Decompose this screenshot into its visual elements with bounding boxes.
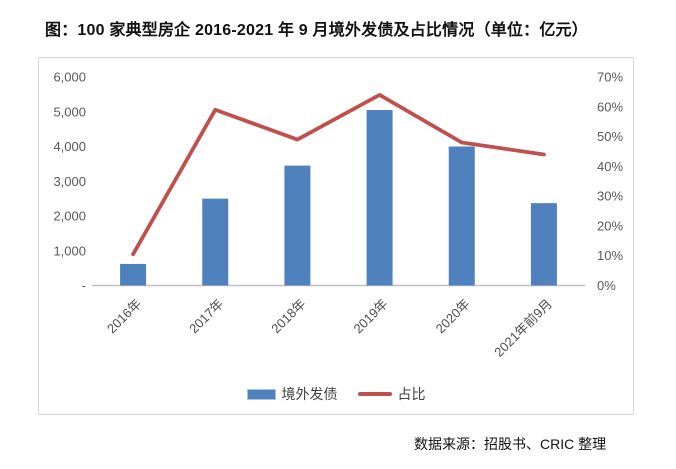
bar-2020年 — [448, 146, 475, 286]
bar-2021年前9月 — [530, 203, 557, 286]
right-axis-tick: 30% — [597, 189, 623, 204]
left-axis-tick: 4,000 — [53, 139, 86, 154]
bar-2018年 — [284, 165, 311, 286]
bar-2016年 — [120, 263, 147, 286]
x-axis-label: 2016年 — [104, 296, 144, 336]
left-axis-tick: 2,000 — [53, 209, 86, 224]
chart-title: 图：100 家典型房企 2016-2021 年 9 月境外发债及占比情况（单位：… — [45, 22, 588, 39]
left-axis-tick: 1,000 — [53, 243, 86, 258]
right-axis-tick: 0% — [597, 278, 616, 293]
left-axis-tick: 5,000 — [53, 104, 86, 119]
x-axis-label: 2017年 — [186, 296, 226, 336]
legend-bar-swatch — [246, 388, 276, 400]
right-axis-tick: 20% — [597, 218, 623, 233]
right-axis-tick: 10% — [597, 248, 623, 263]
chart-plot-area: 6,000 5,000 4,000 3,000 2,000 1,000 - 70% 60% 50%… — [53, 70, 623, 360]
left-axis-tick: 6,000 — [53, 70, 86, 85]
right-axis-tick: 70% — [597, 70, 623, 85]
chart-frame: 6,000 5,000 4,000 3,000 2,000 1,000 - 70% 60% 50%… — [38, 57, 634, 415]
right-axis-tick: 60% — [597, 99, 623, 114]
chart-legend: 境外发债 占比 — [39, 384, 633, 404]
legend-line-swatch — [357, 392, 392, 396]
data-source-note: 数据来源：招股书、CRIC 整理 — [414, 436, 607, 452]
legend-bar-label: 境外发债 — [281, 386, 338, 402]
bar-2019年 — [366, 110, 393, 286]
legend-line-label: 占比 — [397, 386, 426, 402]
right-axis-tick: 50% — [597, 129, 623, 144]
left-axis-tick: 3,000 — [53, 174, 86, 189]
right-axis-tick: 40% — [597, 159, 623, 174]
bar-2017年 — [202, 198, 229, 286]
x-axis-label: 2019年 — [350, 296, 390, 336]
x-axis-label: 2021年前9月 — [491, 296, 555, 360]
x-axis-label: 2018年 — [268, 296, 308, 336]
ratio-trend-line — [131, 92, 546, 257]
x-axis-label: 2020年 — [433, 296, 473, 336]
left-axis-tick: - — [82, 278, 86, 293]
